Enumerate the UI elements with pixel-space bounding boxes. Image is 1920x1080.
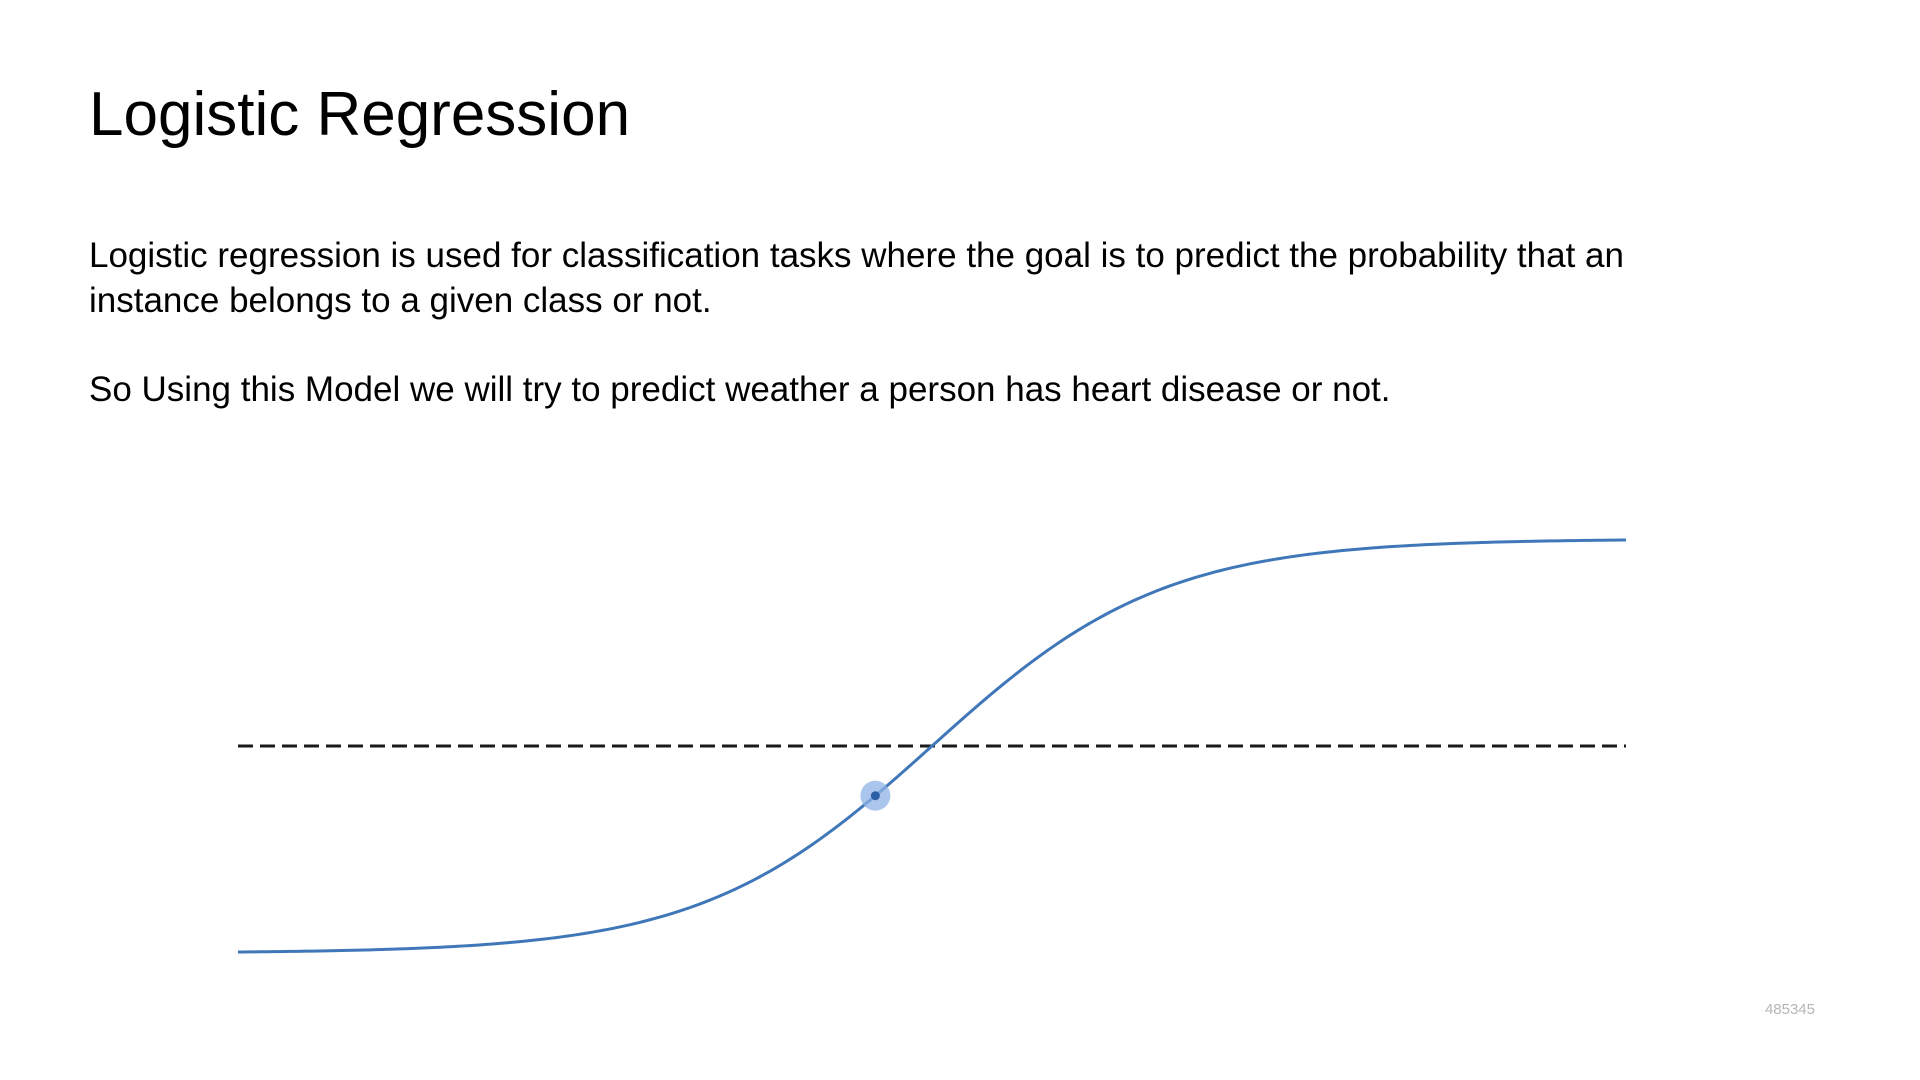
cursor-dot (870, 791, 880, 801)
definition-paragraph: Logistic regression is used for classifi… (89, 233, 1849, 323)
definition-line-2: instance belongs to a given class or not… (89, 281, 712, 320)
definition-line-1: Logistic regression is used for classifi… (89, 236, 1624, 275)
sigmoid-curve (237, 538, 1627, 954)
slide-id-label: 485345 (1764, 1001, 1815, 1018)
goal-paragraph: So Using this Model we will try to predi… (89, 370, 1391, 409)
slide-title: Logistic Regression (89, 80, 631, 149)
